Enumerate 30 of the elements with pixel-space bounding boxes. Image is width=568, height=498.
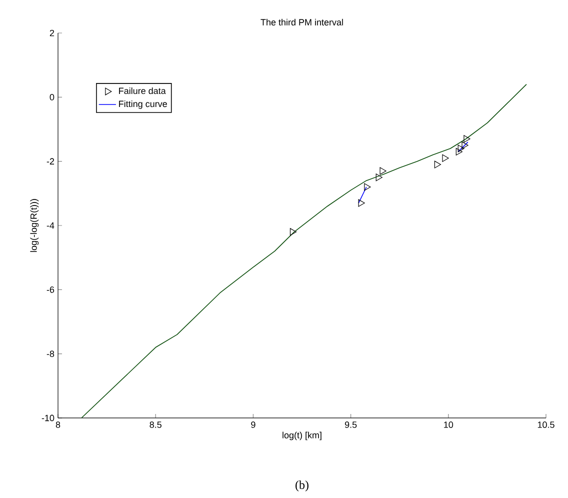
y-tick-label: 0 [50, 94, 54, 100]
x-axis-title: log(t) [km] [282, 432, 322, 440]
x-tick-label: 9.5 [344, 422, 357, 428]
text: (b) [296, 480, 308, 492]
x-tick-label: 10 [444, 422, 454, 428]
point [458, 144, 464, 152]
x-tick-label: 9 [251, 422, 256, 428]
point [380, 167, 386, 175]
y-tick-label: 2 [50, 30, 54, 36]
y-tick-label: -10 [42, 414, 54, 422]
y-tick-label: -2 [46, 158, 54, 164]
point [364, 183, 371, 191]
y-tick-label: -4 [46, 222, 54, 229]
point [434, 160, 441, 168]
chart-title: The third PM interval [260, 18, 343, 26]
point [358, 199, 365, 207]
y-axis-title: log(-log(R(t))) [30, 199, 39, 252]
legend-label: Fitting curve [119, 100, 167, 109]
point [464, 135, 470, 143]
point [290, 228, 297, 236]
legend-label: Failure data [119, 87, 166, 94]
point [462, 142, 468, 150]
point [456, 148, 462, 156]
x-tick-label: 10.5 [538, 422, 554, 428]
x-tick-label: 8 [56, 422, 60, 428]
y-tick-label: -8 [46, 350, 54, 358]
point [376, 174, 382, 182]
y-tick-label: -6 [46, 286, 54, 293]
x-tick-label: 8.5 [150, 422, 162, 428]
point [442, 154, 449, 162]
